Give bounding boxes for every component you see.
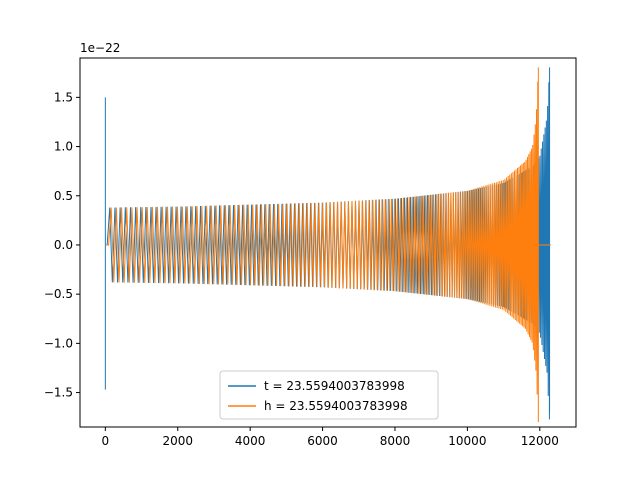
y-scale-label: 1e−22 xyxy=(80,41,120,55)
y-tick-label: 0.5 xyxy=(54,189,73,203)
x-tick-label: 10000 xyxy=(448,434,486,448)
axis-layer: 0 2000 4000 6000 8000 10000 12000 −1.5 −1.0 −0.5 0… xyxy=(44,90,559,448)
x-tick-label: 12000 xyxy=(521,434,559,448)
y-tick-label: 1.5 xyxy=(54,90,73,104)
x-tick-label: 2000 xyxy=(162,434,193,448)
y-tick-label: −1.5 xyxy=(44,386,73,400)
y-tick-label: −0.5 xyxy=(44,287,73,301)
series-line-h xyxy=(105,67,551,422)
x-tick-label: 8000 xyxy=(380,434,411,448)
plot-frame xyxy=(79,57,577,428)
y-tick-label: 0.0 xyxy=(54,238,73,252)
legend-box xyxy=(219,370,439,420)
legend-label-h: h = 23.5594003783998 xyxy=(264,399,408,413)
x-tick-label: 4000 xyxy=(235,434,266,448)
x-tick-label: 0 xyxy=(102,434,110,448)
y-tick-label: 1.0 xyxy=(54,140,73,154)
series-layer xyxy=(104,67,551,422)
x-tick-label: 6000 xyxy=(307,434,338,448)
y-tick-label: −1.0 xyxy=(44,336,73,350)
legend-label-t: t = 23.5594003783998 xyxy=(264,379,405,393)
legend: t = 23.5594003783998 h = 23.559400378399… xyxy=(219,370,439,420)
